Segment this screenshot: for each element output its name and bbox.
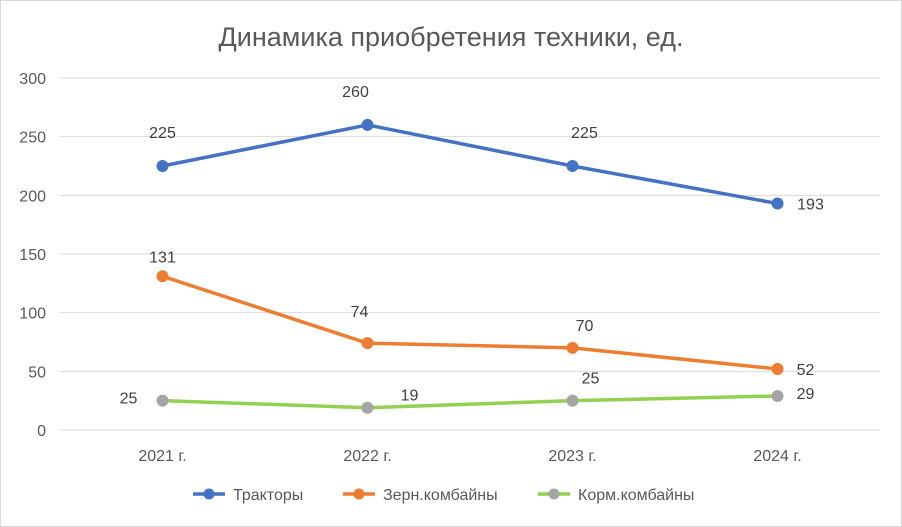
legend-swatch-marker	[203, 488, 215, 500]
legend: Тракторы Зерн.комбайны Корм.комбайны	[193, 487, 694, 504]
y-tick-label: 150	[19, 247, 46, 264]
series-line-3	[160, 394, 780, 410]
data-point	[566, 394, 579, 407]
data-point	[771, 197, 784, 210]
y-tick-label: 250	[19, 130, 46, 147]
data-point	[361, 401, 374, 414]
data-label: 260	[342, 84, 369, 101]
data-label: 29	[797, 386, 815, 403]
legend-swatch-marker	[353, 488, 365, 500]
legend-label: Тракторы	[233, 487, 303, 504]
series-group	[156, 118, 784, 414]
chart-title: Динамика приобретения техники, ед.	[219, 22, 684, 52]
data-label: 19	[401, 388, 419, 405]
data-label: 52	[797, 362, 815, 379]
x-tick-label: 2022 г.	[343, 448, 391, 465]
data-point	[156, 160, 169, 172]
data-point	[566, 341, 579, 354]
series-line-1	[160, 123, 780, 206]
legend-swatch-marker	[548, 488, 560, 500]
gridlines	[60, 77, 880, 431]
legend-label: Корм.комбайны	[578, 487, 694, 504]
legend-label: Зерн.комбайны	[383, 487, 498, 504]
x-axis: 2021 г. 2022 г. 2023 г. 2024 г.	[138, 448, 801, 465]
data-point	[771, 362, 784, 375]
data-point	[771, 389, 784, 402]
data-label: 225	[571, 125, 598, 142]
series-line-2	[160, 274, 780, 371]
data-labels: 225 260 225 193 131 74 70 52 25 19 25 29	[120, 84, 824, 408]
x-tick-label: 2021 г.	[138, 448, 186, 465]
data-point	[361, 337, 374, 350]
data-label: 193	[797, 197, 824, 214]
data-label: 74	[351, 304, 369, 321]
y-tick-label: 300	[19, 71, 46, 88]
y-axis: 0 50 100 150 200 250 300	[19, 71, 46, 440]
x-tick-label: 2024 г.	[753, 448, 801, 465]
data-label: 225	[149, 125, 176, 142]
data-label: 131	[149, 249, 176, 266]
data-label: 25	[120, 391, 138, 408]
data-label: 70	[576, 318, 594, 335]
y-tick-label: 200	[19, 188, 46, 205]
data-point	[361, 118, 374, 131]
x-tick-label: 2023 г.	[548, 448, 596, 465]
y-tick-label: 100	[19, 306, 46, 323]
y-tick-label: 0	[37, 423, 46, 440]
y-tick-label: 50	[28, 364, 46, 381]
data-point	[566, 160, 579, 172]
data-point	[156, 394, 169, 407]
data-label: 25	[582, 371, 600, 388]
data-point	[156, 270, 169, 283]
